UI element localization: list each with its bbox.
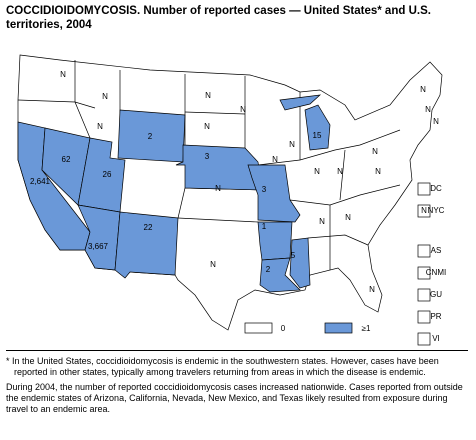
territory-name: GU (430, 290, 442, 299)
state-label: N (60, 70, 66, 79)
legend-swatch (244, 322, 273, 334)
territory-name: DC (430, 184, 442, 193)
state-label: 1 (262, 222, 267, 231)
divider (6, 350, 468, 351)
state-label: 26 (103, 170, 112, 179)
territory-box (417, 288, 431, 302)
state-label: N (345, 213, 351, 222)
legend-label: 0 (281, 324, 286, 333)
territory-name: CNMI (426, 268, 446, 277)
state-label: 22 (144, 223, 153, 232)
state-label: 2,641 (30, 177, 51, 186)
footnote-marker: * (6, 356, 10, 366)
state-label: 3 (205, 152, 210, 161)
state-label: N (240, 105, 246, 114)
state-label: 2 (266, 265, 271, 274)
state-label: N (319, 217, 325, 226)
state-label: N (369, 285, 375, 294)
state-label: 62 (62, 155, 71, 164)
territory-value: N (421, 206, 427, 215)
state-label: 3 (262, 185, 267, 194)
title: COCCIDIOIDOMYCOSIS. Number of reported c… (6, 5, 431, 31)
notes: * In the United States, coccidioidomycos… (6, 356, 468, 415)
shaded-states (17, 94, 331, 293)
territory-box (417, 244, 431, 258)
state-label: N (210, 260, 216, 269)
state-label: N (102, 92, 108, 101)
territory-box (417, 310, 431, 324)
territory-name: AS (431, 246, 442, 255)
state-label: N (420, 85, 426, 94)
state-label: 5 (291, 251, 296, 260)
state-label: 15 (313, 131, 322, 140)
state-label: 2 (148, 132, 153, 141)
territory-box (417, 332, 431, 346)
state-label: N (289, 140, 295, 149)
paragraph: During 2004, the number of reported cocc… (6, 382, 463, 414)
footnote: * In the United States, coccidioidomycos… (6, 356, 468, 378)
state-label: N (272, 155, 278, 164)
footnote-text: In the United States, coccidioidomycosis… (12, 356, 439, 377)
state-label: N (314, 167, 320, 176)
territory-name: NYC (428, 206, 445, 215)
state-label: N (204, 122, 210, 131)
territory-box (417, 204, 431, 218)
state-label: 3,667 (88, 242, 109, 251)
state-label: N (375, 167, 381, 176)
state-label: N (372, 147, 378, 156)
state-label: N (205, 91, 211, 100)
state-label: N (215, 184, 221, 193)
state-label: N (337, 167, 343, 176)
legend-swatch (324, 322, 353, 334)
territory-box (417, 182, 431, 196)
state-label: N (425, 105, 431, 114)
state-label: N (97, 122, 103, 131)
territory-name: PR (430, 312, 441, 321)
state-label: N (433, 117, 439, 126)
territory-name: VI (432, 334, 440, 343)
legend-label: ≥1 (362, 324, 371, 333)
territory-box (417, 266, 431, 280)
